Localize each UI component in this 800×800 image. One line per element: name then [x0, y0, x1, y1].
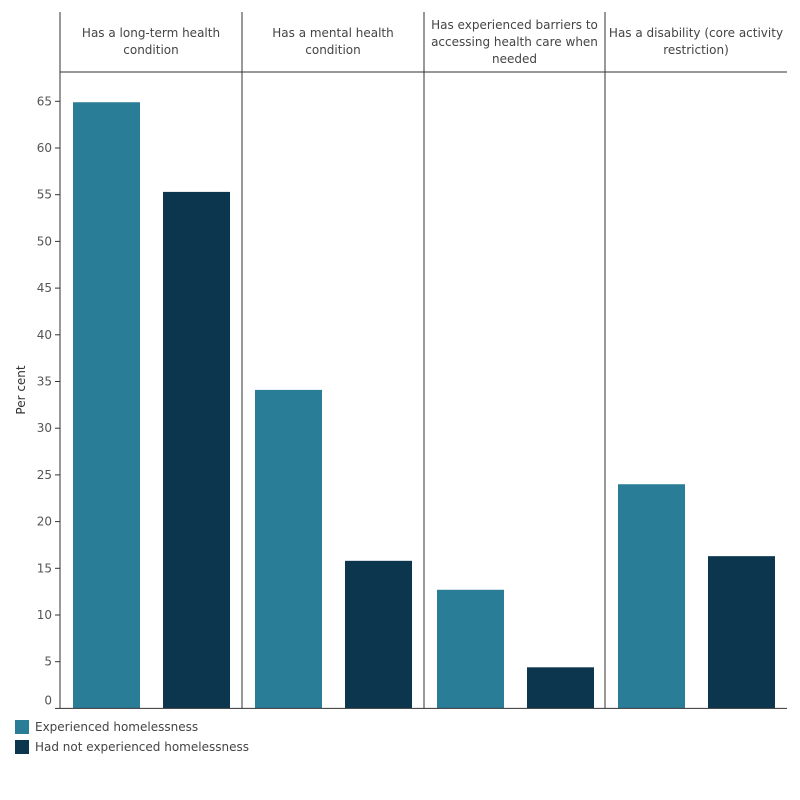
y-tick-label: 20: [37, 515, 52, 529]
legend-item-experienced[interactable]: Experienced homelessness: [15, 720, 198, 734]
y-tick-label: 35: [37, 375, 52, 389]
bar-experienced-4: [618, 484, 685, 709]
bar-not-experienced-1: [163, 191, 230, 709]
y-tick-label: 30: [37, 421, 52, 435]
y-axis-label: Per cent: [14, 365, 28, 415]
y-tick-label: 0: [44, 693, 52, 707]
legend-swatch: [15, 720, 29, 734]
legend-item-not-experienced[interactable]: Had not experienced homelessness: [15, 740, 249, 754]
y-tick-label: 15: [37, 561, 52, 575]
y-tick-label: 65: [37, 94, 52, 108]
bar-experienced-3: [437, 589, 504, 709]
y-tick-label: 25: [37, 468, 52, 482]
legend-label: Had not experienced homelessness: [35, 740, 249, 754]
panel-header-2: Has a mental health condition: [272, 26, 394, 57]
panel-header-1: Has a long-term health condition: [81, 26, 221, 57]
bar-experienced-1: [73, 102, 140, 709]
y-tick-label: 55: [37, 188, 52, 202]
bar-not-experienced-2: [345, 560, 412, 709]
panel-header-4: Has a disability (core activity restrict…: [608, 26, 784, 57]
bar-not-experienced-4: [708, 556, 775, 709]
y-tick-label: 50: [37, 234, 52, 248]
y-tick-label: 45: [37, 281, 52, 295]
legend-swatch: [15, 740, 29, 754]
y-tick-label: 40: [37, 328, 52, 342]
y-tick-label: 60: [37, 141, 52, 155]
bar-experienced-2: [255, 389, 322, 709]
y-tick-label: 10: [37, 608, 52, 622]
panel-header-3: Has experienced barriers to accessing he…: [431, 17, 598, 66]
y-tick-label: 5: [44, 655, 52, 669]
legend-label: Experienced homelessness: [35, 720, 199, 734]
bar-not-experienced-3: [527, 667, 594, 709]
